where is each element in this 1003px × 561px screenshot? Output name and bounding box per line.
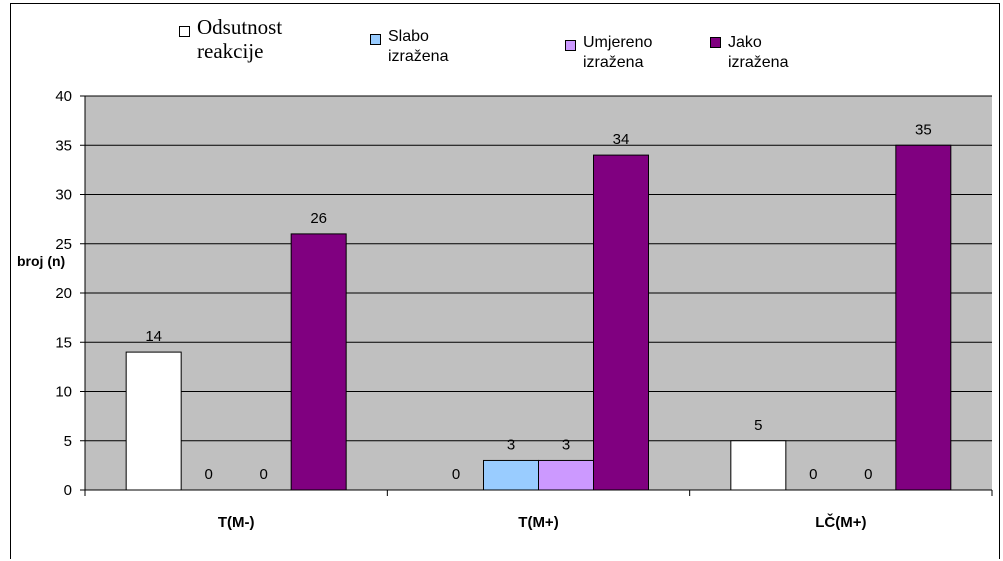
- y-tick-label: 30: [55, 187, 72, 204]
- x-tick-label: T(M+): [518, 514, 558, 531]
- data-label: 34: [613, 131, 630, 148]
- bar: [593, 154, 649, 491]
- y-axis-label: broj (n): [17, 253, 66, 269]
- y-tick-label: 15: [55, 334, 72, 351]
- legend-item-slabo: Slabo izražena: [370, 27, 498, 67]
- data-label: 0: [259, 466, 267, 483]
- chart-frame: [10, 3, 1000, 559]
- legend-item-umjereno: Umjereno izražena: [565, 33, 693, 73]
- data-label: 0: [809, 466, 817, 483]
- bar: [895, 144, 952, 491]
- bar: [483, 459, 539, 491]
- legend-label-slabo: Slabo izražena: [388, 27, 498, 67]
- y-tick-label: 0: [64, 482, 72, 499]
- legend-label-umjereno: Umjereno izražena: [583, 33, 693, 73]
- data-label: 0: [204, 466, 212, 483]
- legend-label-odsutnost-line1: Odsutnost: [197, 15, 283, 39]
- legend-swatch-slabo: [370, 34, 381, 45]
- legend-item-odsutnost: Odsutnost reakcije: [179, 15, 307, 63]
- data-label: 0: [864, 466, 872, 483]
- legend-label-umjereno-line1: Umjereno: [583, 34, 653, 51]
- y-tick-label: 35: [55, 137, 72, 154]
- legend-label-odsutnost: Odsutnost reakcije: [197, 15, 307, 63]
- data-label: 5: [754, 417, 762, 434]
- data-label: 35: [915, 121, 932, 138]
- bar: [290, 233, 347, 491]
- data-label: 3: [507, 436, 515, 453]
- legend-label-jako-line2: izražena: [728, 54, 789, 71]
- legend-swatch-jako: [710, 37, 721, 48]
- legend-label-odsutnost-line2: reakcije: [197, 39, 264, 63]
- data-label: 14: [145, 328, 162, 345]
- legend-label-jako: Jako izražena: [728, 33, 838, 73]
- y-tick-label: 20: [55, 285, 72, 302]
- bar: [730, 440, 787, 491]
- legend-label-umjereno-line2: izražena: [583, 54, 644, 71]
- bar: [125, 351, 182, 491]
- x-tick-label: T(M-): [218, 514, 255, 531]
- legend-swatch-umjereno: [565, 40, 576, 51]
- legend-label-slabo-line1: Slabo: [388, 28, 429, 45]
- legend-label-slabo-line2: izražena: [388, 48, 449, 65]
- x-tick-label: LČ(M+): [815, 513, 866, 531]
- legend-item-jako: Jako izražena: [710, 33, 838, 73]
- bar: [538, 459, 594, 491]
- y-tick-label: 25: [55, 236, 72, 253]
- data-label: 0: [452, 466, 460, 483]
- data-label: 3: [562, 436, 570, 453]
- legend-swatch-odsutnost: [179, 26, 190, 37]
- y-tick-label: 40: [55, 88, 72, 105]
- legend-label-jako-line1: Jako: [728, 34, 762, 51]
- data-label: 26: [310, 210, 327, 227]
- y-tick-label: 5: [64, 433, 72, 450]
- y-tick-label: 10: [55, 384, 72, 401]
